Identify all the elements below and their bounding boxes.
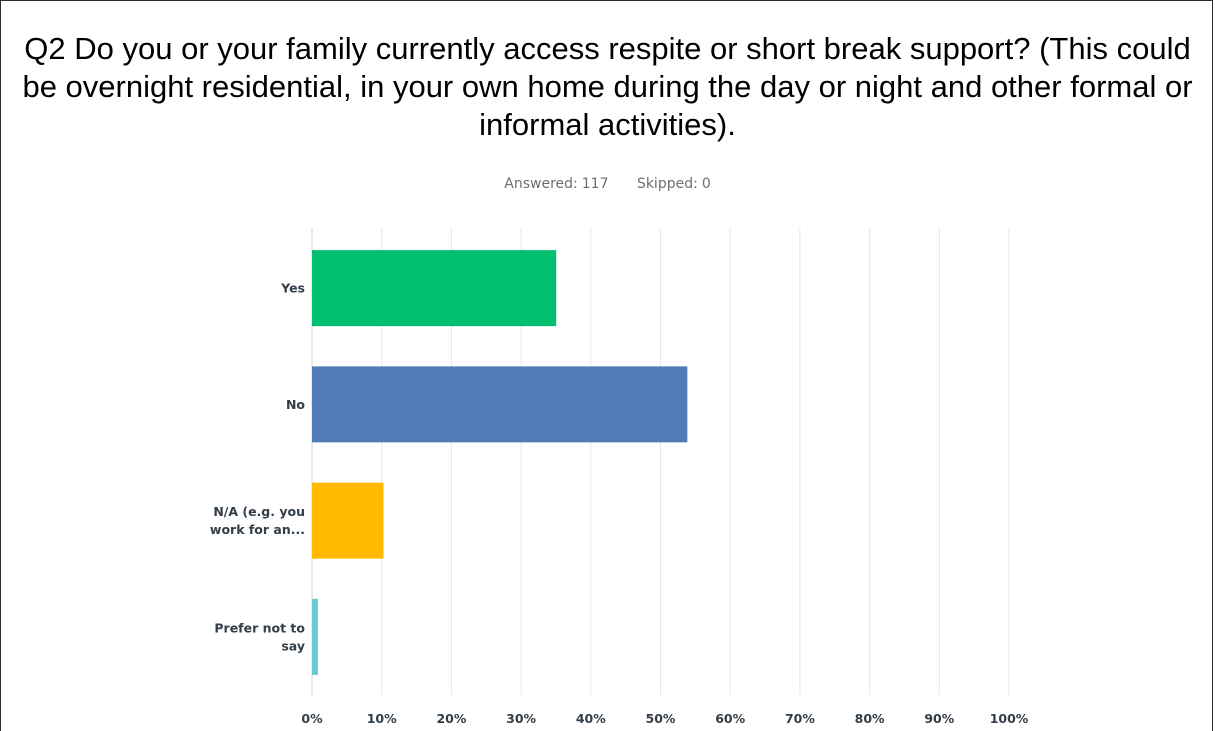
- x-tick-label: 50%: [646, 711, 676, 726]
- category-label: Yes: [280, 281, 305, 296]
- x-tick-label: 10%: [367, 711, 397, 726]
- bar: [312, 366, 688, 443]
- bars: [312, 250, 688, 675]
- x-tick-label: 30%: [506, 711, 536, 726]
- category-label: Prefer not to say: [214, 620, 305, 653]
- category-label: No: [286, 397, 305, 412]
- skipped-stat: Skipped: 0: [637, 176, 711, 192]
- chart-title: Q2 Do you or your family currently acces…: [22, 31, 1193, 142]
- x-tick-label: 70%: [785, 711, 815, 726]
- answered-count: 117: [581, 176, 609, 192]
- answered-label: Answered:: [504, 176, 578, 192]
- x-tick-label: 20%: [436, 711, 466, 726]
- bar: [312, 598, 318, 675]
- x-tick-label: 40%: [576, 711, 606, 726]
- x-tick-label: 0%: [301, 711, 323, 726]
- answered-stat: Answered: 117: [504, 176, 608, 192]
- category-label: N/A (e.g. you work for an...: [210, 504, 305, 537]
- skipped-label: Skipped:: [636, 176, 698, 192]
- x-tick-label: 80%: [855, 711, 885, 726]
- bar: [312, 250, 557, 327]
- category-labels: Yes No N/A (e.g. you work for an... Prefer n…: [210, 281, 305, 654]
- response-stats: Answered: 117 Skipped: 0: [0, 176, 1215, 192]
- x-tick-label: 60%: [715, 711, 745, 726]
- x-tick-label: 90%: [924, 711, 954, 726]
- x-tick-label: 100%: [990, 711, 1029, 726]
- bar: [312, 482, 384, 559]
- skipped-count: 0: [701, 176, 711, 192]
- x-tick-labels: 0% 10% 20% 30% 40% 50% 60% 70% 80% 90% 100%: [301, 711, 1028, 726]
